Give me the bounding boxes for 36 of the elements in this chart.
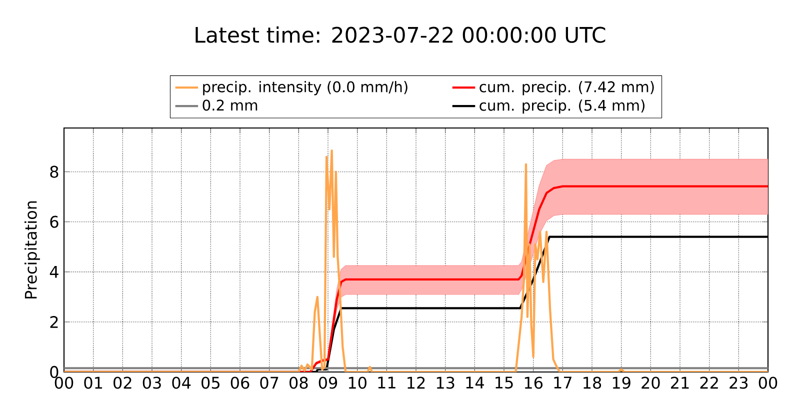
legend-label: precip. intensity (0.0 mm/h) bbox=[203, 81, 408, 96]
x-tick-label: 18 bbox=[584, 376, 602, 389]
legend-label: cum. precip. (7.42 mm) bbox=[480, 81, 654, 96]
x-tick-label: 02 bbox=[114, 376, 132, 389]
x-tick-label: 08 bbox=[290, 376, 308, 389]
x-tick-label: 12 bbox=[408, 376, 425, 389]
x-tick-label: 09 bbox=[318, 376, 338, 389]
x-tick-label: 01 bbox=[84, 376, 102, 389]
y-axis-title: Precipitation bbox=[24, 201, 40, 298]
y-tick-label: 0 bbox=[50, 366, 58, 378]
legend-label: 0.2 mm bbox=[202, 100, 258, 111]
x-tick-label: 00 bbox=[54, 376, 74, 389]
x-tick-label: 05 bbox=[202, 376, 220, 389]
x-tick-label: 16 bbox=[524, 376, 543, 389]
x-tick-label: 13 bbox=[436, 376, 454, 389]
x-tick-label: 15 bbox=[496, 376, 513, 389]
y-tick-label: 8 bbox=[50, 166, 58, 178]
x-tick-label: 21 bbox=[670, 376, 689, 389]
x-tick-label: 22 bbox=[700, 376, 718, 389]
chart-title: Latest time: 2023-07-22 00:00:00 UTC bbox=[196, 26, 606, 43]
legend-label: cum. precip. (5.4 mm) bbox=[480, 99, 644, 114]
x-tick-label: 06 bbox=[230, 376, 250, 389]
y-tick-label: 2 bbox=[50, 316, 58, 328]
x-tick-label: 00 bbox=[758, 376, 778, 389]
x-tick-label: 07 bbox=[260, 376, 278, 389]
x-tick-label: 04 bbox=[172, 376, 191, 389]
x-tick-label: 23 bbox=[730, 376, 748, 389]
x-tick-label: 10 bbox=[348, 376, 366, 389]
x-tick-label: 17 bbox=[554, 376, 572, 388]
x-tick-label: 03 bbox=[142, 376, 161, 389]
x-tick-label: 11 bbox=[378, 376, 396, 388]
y-tick-label: 6 bbox=[50, 216, 58, 228]
x-tick-label: 19 bbox=[612, 376, 630, 389]
y-tick-label: 4 bbox=[50, 266, 58, 278]
x-tick-label: 14 bbox=[466, 376, 484, 388]
x-tick-label: 20 bbox=[642, 376, 660, 389]
